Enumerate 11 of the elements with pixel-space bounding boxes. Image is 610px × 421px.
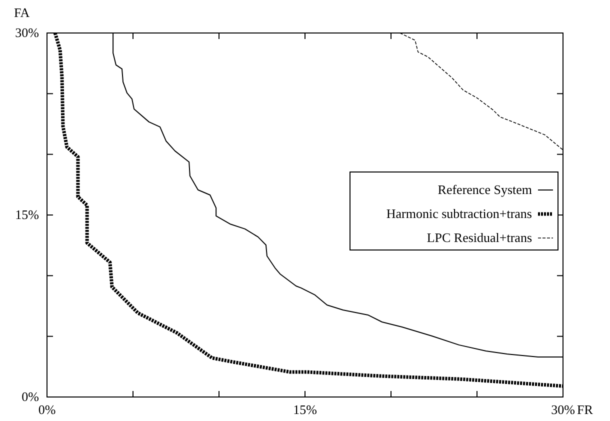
x-tick-label: 30%	[551, 402, 576, 417]
y-tick-label: 30%	[15, 25, 40, 40]
y-tick-label: 15%	[15, 207, 40, 222]
y-axis-title: FA	[14, 5, 30, 20]
x-tick-label: 0%	[38, 402, 56, 417]
legend-label: LPC Residual+trans	[426, 230, 532, 245]
x-tick-label: 15%	[293, 402, 318, 417]
legend-label: Harmonic subtraction+trans	[386, 206, 532, 221]
x-axis-title: FR	[577, 402, 594, 417]
y-tick-label: 0%	[22, 389, 40, 404]
legend-label: Reference System	[438, 182, 532, 197]
